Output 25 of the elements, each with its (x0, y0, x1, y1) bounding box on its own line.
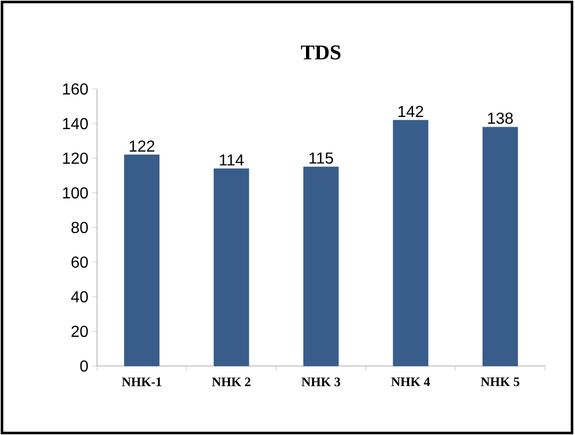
x-tick-label: NHK 3 (302, 378, 340, 386)
bar (482, 126, 518, 366)
bar (214, 168, 250, 366)
chart-title: TDS (300, 45, 340, 60)
y-tick-label: 40 (71, 291, 88, 302)
y-tick-label: 140 (63, 118, 88, 130)
y-tick-label: 100 (63, 187, 88, 199)
data-label: 115 (310, 152, 334, 164)
data-label: 122 (130, 140, 154, 152)
y-tick-label: 20 (72, 326, 88, 338)
x-tick-label: NHK-1 (122, 378, 162, 386)
bar (303, 166, 339, 366)
data-label: 138 (488, 112, 513, 124)
bar (392, 120, 428, 366)
data-label: 142 (398, 106, 424, 117)
bar (124, 154, 160, 366)
x-tick-label: NHK 5 (480, 378, 520, 386)
x-tick-label: NHK 4 (391, 378, 430, 386)
y-tick-label: 160 (63, 83, 88, 95)
y-tick-label: 0 (80, 360, 88, 372)
data-label: 114 (220, 154, 244, 166)
y-tick-label: 60 (72, 256, 88, 268)
x-tick-label: NHK 2 (212, 378, 250, 386)
y-tick-label: 80 (71, 222, 88, 234)
y-tick-label: 120 (63, 152, 88, 164)
